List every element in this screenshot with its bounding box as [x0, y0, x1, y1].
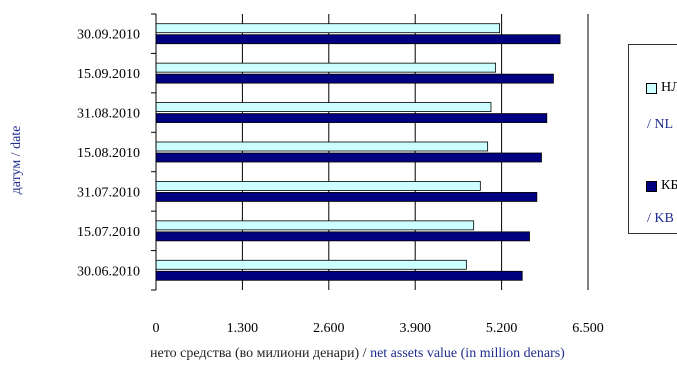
- x-axis-label: нето средства (во милиони денари) / net …: [150, 346, 565, 361]
- bar-kb: [155, 152, 542, 163]
- legend: НЛ / NL КБ / KB: [628, 44, 677, 234]
- x-tick-label: 3.900: [399, 321, 431, 336]
- y-axis-label-en: date: [9, 125, 24, 149]
- bar-nl: [155, 62, 497, 73]
- x-tick-label: 6.500: [572, 321, 604, 336]
- y-tick-label: 15.07.2010: [77, 225, 140, 240]
- y-tick-labels: 30.09.2010 15.09.2010 31.08.2010 15.08.2010…: [77, 28, 140, 280]
- bar-kb: [155, 73, 554, 84]
- grid-lines: [241, 14, 589, 290]
- legend-item-nl: НЛ: [646, 80, 677, 96]
- y-tick-label: 31.08.2010: [77, 107, 140, 122]
- y-tick-label: 30.06.2010: [77, 264, 140, 279]
- x-tick-label: 0: [153, 321, 160, 336]
- legend-swatch-nl: [646, 82, 657, 94]
- y-tick-label: 15.08.2010: [77, 146, 140, 161]
- bars: [155, 23, 561, 281]
- x-axis-label-en: net assets value (in million denars): [370, 346, 565, 361]
- bar-nl: [155, 259, 467, 270]
- legend-label-nl-en: NL: [654, 117, 674, 132]
- legend-label-kb-en: KB: [654, 211, 674, 226]
- bar-kb: [155, 231, 530, 242]
- bar-nl: [155, 220, 475, 231]
- y-axis-label: датум / date: [9, 125, 24, 195]
- bar-kb: [155, 34, 561, 45]
- bar-kb: [155, 192, 538, 202]
- legend-label-kb-en-row: / KB: [647, 211, 674, 226]
- x-tick-label: 2.600: [313, 321, 345, 336]
- y-tick-label: 31.07.2010: [77, 185, 140, 200]
- legend-swatch-kb: [646, 180, 657, 192]
- y-axis-label-mk: датум: [9, 159, 24, 195]
- bar-nl: [155, 102, 492, 112]
- bar-kb: [155, 270, 523, 281]
- legend-label-kb-mk: КБ: [661, 178, 677, 193]
- legend-label-nl-mk: НЛ: [661, 80, 677, 95]
- y-tick-label: 15.09.2010: [77, 67, 140, 82]
- x-axis-label-mk: нето средства (во милиони денари): [150, 346, 360, 361]
- legend-label-nl-en-row: / NL: [647, 117, 674, 132]
- x-tick-labels: 0 1.300 2.600 3.900 5.200 6.500: [153, 321, 604, 336]
- bar-kb: [155, 113, 548, 123]
- x-tick-label: 5.200: [486, 321, 518, 336]
- x-tick-label: 1.300: [227, 321, 259, 336]
- bar-nl: [155, 23, 501, 34]
- bar-nl: [155, 181, 481, 191]
- y-axis: [151, 13, 157, 291]
- legend-item-kb: КБ: [646, 178, 677, 194]
- y-tick-label: 30.09.2010: [77, 28, 140, 43]
- bar-nl: [155, 141, 489, 152]
